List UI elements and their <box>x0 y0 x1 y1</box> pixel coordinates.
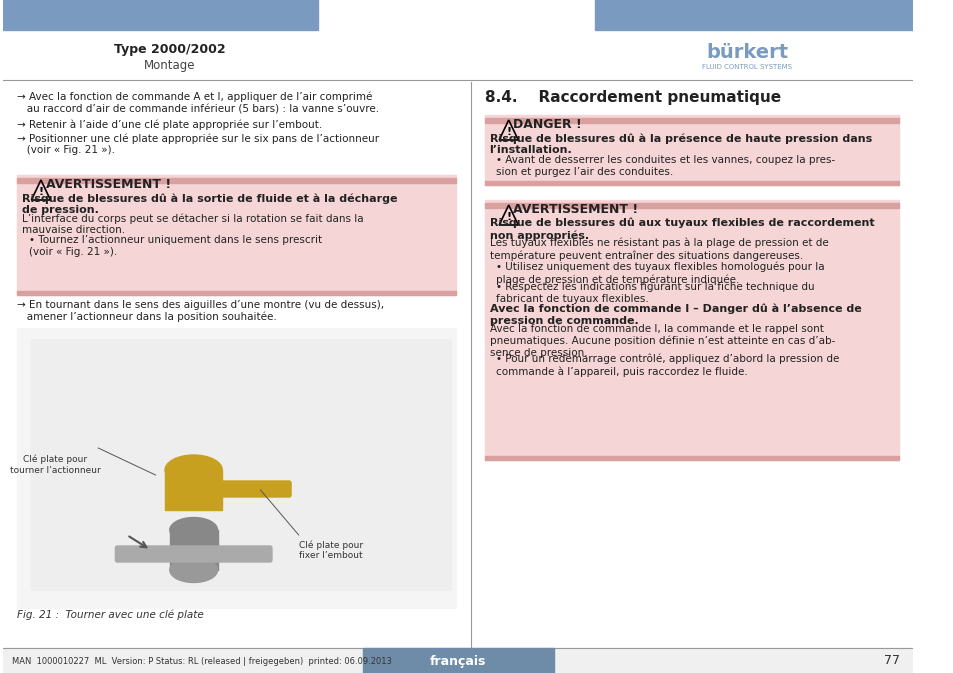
Text: Risque de blessures dû à la sortie de fluide et à la décharge
de pression.: Risque de blessures dû à la sortie de fl… <box>22 193 397 215</box>
Text: AVERTISSEMENT !: AVERTISSEMENT ! <box>46 178 171 191</box>
Text: Risque de blessures dû à la présence de haute pression dans
l’installation.: Risque de blessures dû à la présence de … <box>489 133 871 155</box>
Text: !: ! <box>38 187 44 197</box>
Text: Clé plate pour
tourner l’actionneur: Clé plate pour tourner l’actionneur <box>10 455 100 475</box>
Bar <box>3 648 913 673</box>
Text: 77: 77 <box>883 655 900 668</box>
Bar <box>170 530 217 570</box>
Bar <box>484 203 899 208</box>
Bar <box>484 456 899 460</box>
Text: Avec la fonction de commande I, la commande et le rappel sont
pneumatiques. Aucu: Avec la fonction de commande I, la comma… <box>489 324 834 358</box>
Bar <box>17 291 456 295</box>
Text: Montage: Montage <box>144 59 195 71</box>
Text: Fig. 21 :  Tourner avec une clé plate: Fig. 21 : Tourner avec une clé plate <box>17 610 204 621</box>
Text: Les tuyaux flexibles ne résistant pas à la plage de pression et de
température p: Les tuyaux flexibles ne résistant pas à … <box>489 238 827 260</box>
Text: • Utilisez uniquement des tuyaux flexibles homologués pour la
plage de pression : • Utilisez uniquement des tuyaux flexibl… <box>496 262 824 285</box>
Bar <box>484 115 899 185</box>
Text: • Respectez les indications figurant sur la fiche technique du
fabricant de tuya: • Respectez les indications figurant sur… <box>496 282 814 304</box>
Bar <box>362 648 553 673</box>
Bar <box>165 470 222 510</box>
Ellipse shape <box>165 455 222 485</box>
Text: DANGER !: DANGER ! <box>513 118 581 131</box>
Text: Avec la fonction de commande I – Danger dû à l’absence de
pression de commande.: Avec la fonction de commande I – Danger … <box>489 304 861 326</box>
Text: • Avant de desserrer les conduites et les vannes, coupez la pres-
sion et purgez: • Avant de desserrer les conduites et le… <box>496 155 835 176</box>
Text: → Positionner une clé plate appropriée sur le six pans de l’actionneur
   (voir : → Positionner une clé plate appropriée s… <box>17 133 378 155</box>
Text: FLUID CONTROL SYSTEMS: FLUID CONTROL SYSTEMS <box>701 64 792 70</box>
Text: → Avec la fonction de commande A et I, appliquer de l’air comprimé
   au raccord: → Avec la fonction de commande A et I, a… <box>17 92 378 114</box>
Text: • Pour un redémarrage contrôlé, appliquez d’abord la pression de
commande à l’ap: • Pour un redémarrage contrôlé, applique… <box>496 354 839 377</box>
Text: !: ! <box>506 127 511 137</box>
Text: Clé plate pour
fixer l’embout: Clé plate pour fixer l’embout <box>298 540 362 560</box>
Bar <box>17 178 456 183</box>
Ellipse shape <box>170 557 217 583</box>
Bar <box>484 118 899 123</box>
Text: Type 2000/2002: Type 2000/2002 <box>113 44 226 57</box>
Bar <box>594 0 913 30</box>
Text: L’interface du corps peut se détacher si la rotation se fait dans la
mauvaise di: L’interface du corps peut se détacher si… <box>22 213 363 235</box>
Text: • Tournez l’actionneur uniquement dans le sens prescrit
(voir « Fig. 21 »).: • Tournez l’actionneur uniquement dans l… <box>29 235 321 256</box>
Text: AVERTISSEMENT !: AVERTISSEMENT ! <box>513 203 638 216</box>
FancyBboxPatch shape <box>115 546 272 562</box>
Text: Risque de blessures dû aux tuyaux flexibles de raccordement
non appropriés.: Risque de blessures dû aux tuyaux flexib… <box>489 218 873 241</box>
Text: → En tournant dans le sens des aiguilles d’une montre (vu de dessus),
   amener : → En tournant dans le sens des aiguilles… <box>17 300 384 322</box>
Ellipse shape <box>170 518 217 542</box>
FancyBboxPatch shape <box>31 340 451 590</box>
Bar <box>484 200 899 460</box>
Text: !: ! <box>506 212 511 222</box>
Text: bürkert: bürkert <box>705 42 787 61</box>
Text: MAN  1000010227  ML  Version: P Status: RL (released | freigegeben)  printed: 06: MAN 1000010227 ML Version: P Status: RL … <box>12 656 392 666</box>
Bar <box>17 328 456 608</box>
Text: français: français <box>430 655 486 668</box>
Bar <box>3 0 317 30</box>
Bar <box>17 175 456 295</box>
Bar <box>484 181 899 185</box>
FancyBboxPatch shape <box>201 481 291 497</box>
Text: → Retenir à l’aide d’une clé plate appropriée sur l’embout.: → Retenir à l’aide d’une clé plate appro… <box>17 120 322 131</box>
Text: 8.4.    Raccordement pneumatique: 8.4. Raccordement pneumatique <box>484 90 781 105</box>
